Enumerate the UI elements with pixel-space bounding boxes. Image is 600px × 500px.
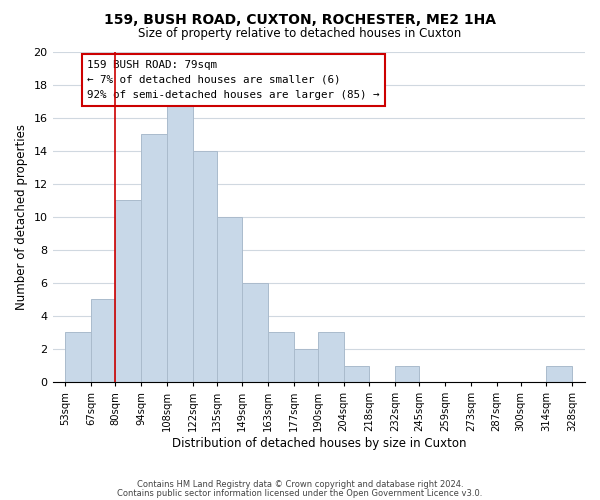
Y-axis label: Number of detached properties: Number of detached properties <box>15 124 28 310</box>
X-axis label: Distribution of detached houses by size in Cuxton: Distribution of detached houses by size … <box>172 437 466 450</box>
Bar <box>141 134 167 382</box>
Bar <box>318 332 344 382</box>
Bar <box>65 332 91 382</box>
Bar <box>547 366 572 382</box>
Bar <box>268 332 294 382</box>
Text: 159, BUSH ROAD, CUXTON, ROCHESTER, ME2 1HA: 159, BUSH ROAD, CUXTON, ROCHESTER, ME2 1… <box>104 12 496 26</box>
Bar <box>115 200 141 382</box>
Bar <box>242 283 268 382</box>
Bar <box>91 300 115 382</box>
Bar <box>344 366 370 382</box>
Text: 159 BUSH ROAD: 79sqm
← 7% of detached houses are smaller (6)
92% of semi-detache: 159 BUSH ROAD: 79sqm ← 7% of detached ho… <box>87 60 380 100</box>
Text: Size of property relative to detached houses in Cuxton: Size of property relative to detached ho… <box>139 28 461 40</box>
Text: Contains public sector information licensed under the Open Government Licence v3: Contains public sector information licen… <box>118 489 482 498</box>
Bar <box>294 349 318 382</box>
Bar <box>193 150 217 382</box>
Bar <box>167 101 193 382</box>
Text: Contains HM Land Registry data © Crown copyright and database right 2024.: Contains HM Land Registry data © Crown c… <box>137 480 463 489</box>
Bar <box>395 366 419 382</box>
Bar <box>217 217 242 382</box>
